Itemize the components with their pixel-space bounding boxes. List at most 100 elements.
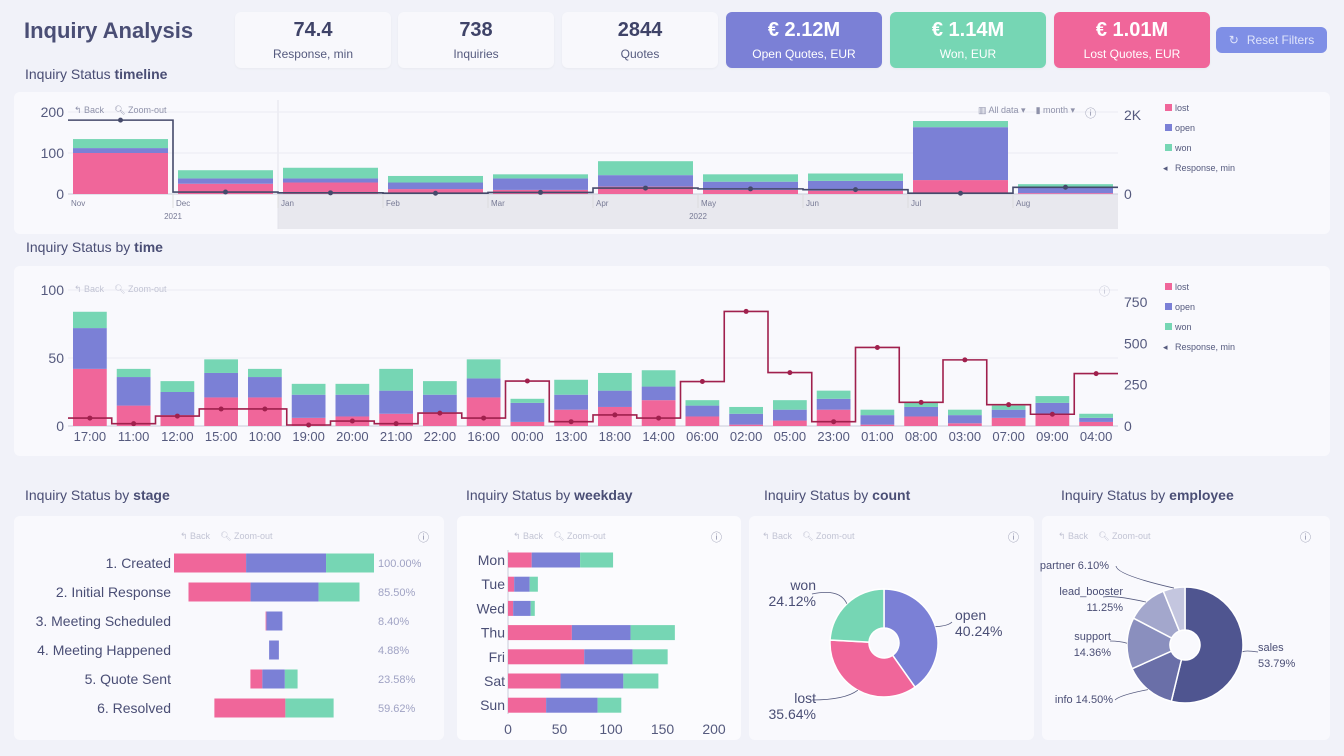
zoom-out-button[interactable]: 🔍︎ Zoom-out (553, 531, 606, 541)
stage-bar-lost (188, 582, 251, 602)
response-line (68, 310, 1118, 426)
kpi-won[interactable]: € 1.14M Won, EUR (890, 12, 1046, 68)
kpi-lost-quotes[interactable]: € 1.01M Lost Quotes, EUR (1054, 12, 1210, 68)
title-prefix: Inquiry Status by (25, 487, 134, 503)
x-tick-label: 18:00 (599, 429, 632, 444)
bar-won (283, 167, 378, 179)
y-tick-label: 200 (41, 104, 65, 120)
y2-tick-label: 0 (1124, 186, 1132, 202)
bar-open (493, 178, 588, 190)
info-icon[interactable]: ⓘ (1008, 532, 1019, 544)
weekday-label: Sat (484, 673, 505, 689)
info-icon[interactable]: ⓘ (418, 532, 429, 544)
legend-label-response: Response, min (1175, 163, 1235, 173)
section-title-weekday: Inquiry Status by weekday (466, 487, 633, 503)
bar-lost (703, 189, 798, 194)
legend-label-won: won (1174, 322, 1192, 332)
bar-lost (913, 180, 1008, 194)
section-title-employee: Inquiry Status by employee (1061, 487, 1234, 503)
period-dropdown[interactable]: ▮ month ▾ (1035, 105, 1076, 115)
zoom-out-label: Zoom-out (234, 531, 273, 541)
back-button[interactable]: ↰ Back (74, 105, 105, 115)
bar-open (641, 386, 676, 401)
zoom-out-button[interactable]: 🔍︎ Zoom-out (802, 531, 855, 541)
legend-label-lost: lost (1175, 103, 1190, 113)
info-icon[interactable]: ⓘ (1300, 532, 1311, 544)
bar-open (554, 394, 588, 410)
bar-won (808, 173, 903, 181)
y-tick-label: 0 (56, 418, 64, 434)
stage-label: 2. Initial Response (56, 584, 171, 600)
x-tick-label: 11:00 (118, 429, 150, 444)
kpi-label: Open Quotes, EUR (752, 47, 856, 61)
back-button[interactable]: ↰ Back (180, 531, 211, 541)
pie-slice-lost (829, 639, 917, 698)
section-title-stage: Inquiry Status by stage (25, 487, 170, 503)
x-tick-label: 12:00 (161, 429, 194, 444)
bar-won (466, 359, 501, 379)
info-icon[interactable]: ⓘ (1085, 108, 1097, 120)
kpi-label: Quotes (620, 47, 660, 61)
bar-won (773, 400, 807, 410)
pie-label: 11.25% (1087, 602, 1124, 614)
stage-label: 1. Created (106, 555, 171, 571)
response-point (853, 187, 858, 193)
back-button[interactable]: ↰ Back (74, 284, 105, 294)
weekday-bar-open (513, 600, 531, 616)
response-point (393, 421, 399, 427)
response-point (118, 117, 123, 123)
x-tick-label: 15:00 (205, 429, 238, 444)
weekday-bar-lost (508, 673, 561, 689)
weekday-bar-open (584, 649, 633, 665)
stage-bar-won (326, 553, 374, 573)
weekday-bar-won (580, 552, 614, 568)
y2-tick-label: 0 (1124, 418, 1132, 434)
info-icon[interactable]: ⓘ (711, 532, 722, 544)
bar-open (1035, 402, 1070, 414)
response-point (174, 413, 180, 419)
bar-open (291, 394, 326, 418)
x-tick-label: 0 (504, 721, 512, 737)
bar-open (423, 394, 457, 413)
bar-lost (1018, 193, 1113, 194)
response-point (962, 357, 968, 363)
bar-lost (991, 417, 1026, 426)
pie-label: lead_booster (1059, 586, 1123, 598)
bar-open (388, 182, 483, 190)
all-data-dropdown[interactable]: ▥ All data ▾ (978, 105, 1026, 115)
response-point (262, 406, 268, 412)
bar-won (1035, 396, 1070, 403)
x-tick-label: 200 (702, 721, 726, 737)
kpi-open-quotes[interactable]: € 2.12M Open Quotes, EUR (726, 12, 882, 68)
response-point (1006, 402, 1012, 408)
y2-tick-label: 750 (1124, 294, 1148, 310)
x-tick-label: 150 (651, 721, 675, 737)
bar-lost (160, 415, 195, 426)
bar-lost (948, 423, 982, 426)
back-button[interactable]: ↰ Back (1058, 531, 1089, 541)
bar-won (73, 311, 107, 329)
info-icon[interactable]: ⓘ (1099, 286, 1110, 298)
leader-line (811, 591, 848, 604)
x-tick-label: 08:00 (905, 429, 938, 444)
weekday-bar-open (546, 697, 598, 713)
reset-filters-label: Reset Filters (1246, 33, 1315, 47)
count-toolbar: ↰ Back 🔍︎ Zoom-out (762, 531, 855, 542)
zoom-out-button[interactable]: 🔍︎ Zoom-out (220, 531, 273, 541)
title-prefix: Inquiry Status (25, 66, 115, 82)
bar-won (73, 139, 168, 149)
bar-open (335, 394, 370, 417)
back-button[interactable]: ↰ Back (762, 531, 793, 541)
pie-label: 53.79% (1258, 658, 1296, 670)
back-label: Back (1068, 531, 1089, 541)
zoom-out-button[interactable]: 🔍︎ Zoom-out (1098, 531, 1151, 541)
bar-open (248, 377, 282, 398)
reset-filters-button[interactable]: ↻ Reset Filters (1216, 27, 1327, 53)
response-point (1063, 184, 1068, 190)
weekday-label: Tue (481, 576, 505, 592)
bar-won (116, 368, 151, 378)
back-button[interactable]: ↰ Back (513, 531, 544, 541)
zoom-out-button[interactable]: 🔍︎ Zoom-out (114, 105, 167, 115)
weekday-bar-won (630, 625, 675, 641)
zoom-out-button[interactable]: 🔍︎ Zoom-out (114, 284, 167, 294)
